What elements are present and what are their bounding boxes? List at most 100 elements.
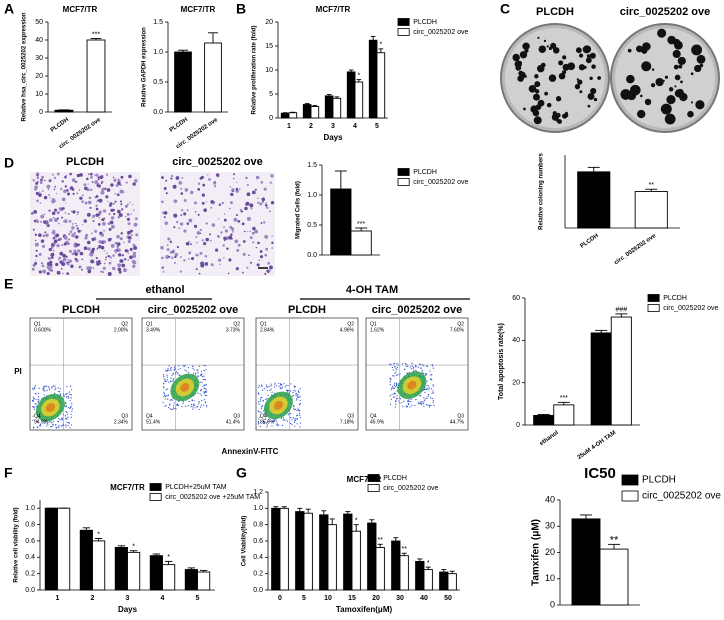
cell bbox=[129, 247, 133, 251]
y-tick-label: 0 bbox=[39, 109, 43, 116]
event bbox=[184, 369, 186, 371]
event bbox=[167, 394, 169, 396]
cell bbox=[180, 222, 184, 226]
cell bbox=[257, 197, 259, 200]
colony bbox=[548, 74, 557, 82]
event bbox=[432, 384, 434, 386]
x-tick-label: 40 bbox=[420, 595, 428, 602]
event bbox=[396, 397, 398, 400]
colony bbox=[593, 97, 598, 102]
quadrant-value: 4.96% bbox=[340, 327, 355, 333]
cell bbox=[204, 254, 208, 258]
event bbox=[67, 424, 69, 427]
event bbox=[266, 426, 268, 428]
event bbox=[203, 387, 205, 389]
event bbox=[401, 401, 403, 404]
event bbox=[282, 424, 284, 426]
cell bbox=[89, 206, 92, 209]
event bbox=[296, 398, 298, 400]
event bbox=[66, 386, 68, 388]
colony bbox=[590, 87, 597, 95]
event bbox=[54, 392, 56, 394]
event bbox=[407, 399, 409, 401]
colony bbox=[621, 89, 629, 97]
event bbox=[163, 375, 165, 378]
panel-label: C bbox=[500, 1, 510, 17]
cell bbox=[54, 185, 57, 188]
event bbox=[176, 372, 179, 374]
plot-title: circ_0025202 ove bbox=[148, 304, 239, 316]
cell bbox=[71, 233, 76, 238]
event bbox=[61, 417, 63, 420]
event bbox=[163, 394, 166, 396]
colony bbox=[552, 47, 560, 54]
cell bbox=[31, 212, 34, 215]
colony bbox=[695, 100, 705, 110]
cell bbox=[119, 189, 124, 194]
event bbox=[405, 365, 407, 367]
cell bbox=[170, 177, 173, 180]
cell bbox=[95, 204, 98, 208]
cell bbox=[57, 258, 60, 261]
colony bbox=[673, 64, 679, 70]
error-bar bbox=[164, 560, 173, 565]
event bbox=[51, 386, 53, 388]
cell bbox=[261, 201, 264, 203]
x-tick-label: 3 bbox=[126, 595, 130, 602]
event bbox=[411, 363, 413, 365]
event bbox=[411, 365, 414, 367]
cell bbox=[215, 248, 219, 252]
cell bbox=[61, 244, 64, 247]
event bbox=[294, 385, 296, 388]
cell bbox=[197, 182, 201, 185]
colony bbox=[627, 48, 632, 53]
event bbox=[203, 370, 205, 372]
cell bbox=[35, 219, 39, 222]
event bbox=[39, 423, 42, 426]
event bbox=[199, 393, 201, 395]
y-tick-label: 0.0 bbox=[253, 587, 263, 594]
colony bbox=[583, 65, 587, 69]
event bbox=[430, 404, 432, 407]
event bbox=[394, 386, 397, 388]
event bbox=[275, 418, 277, 421]
event bbox=[59, 391, 61, 393]
event bbox=[278, 385, 280, 387]
y-tick-label: 0.0 bbox=[307, 252, 317, 259]
y-axis-label: Relative cell viability (fold) bbox=[14, 507, 20, 582]
cell bbox=[257, 241, 260, 245]
cell bbox=[107, 200, 109, 202]
cell bbox=[60, 267, 63, 270]
cell bbox=[180, 256, 182, 258]
event bbox=[192, 365, 194, 368]
cell bbox=[132, 204, 134, 206]
event bbox=[430, 378, 432, 380]
event bbox=[166, 374, 168, 376]
colony bbox=[626, 74, 635, 84]
cell bbox=[233, 177, 235, 180]
cell bbox=[58, 207, 62, 210]
axis-label: AnnexinV-FITC bbox=[222, 447, 279, 456]
error-bar bbox=[401, 552, 407, 556]
cell bbox=[250, 261, 253, 264]
cell bbox=[180, 187, 183, 190]
event bbox=[49, 389, 51, 391]
event bbox=[198, 408, 200, 411]
bar bbox=[280, 112, 290, 119]
event bbox=[32, 405, 34, 408]
cell bbox=[195, 268, 198, 271]
cell bbox=[91, 217, 93, 219]
event bbox=[431, 392, 433, 394]
error-bar bbox=[305, 508, 311, 514]
event bbox=[64, 402, 67, 404]
cell bbox=[106, 173, 108, 176]
event bbox=[390, 398, 392, 400]
event bbox=[166, 388, 169, 390]
colony bbox=[664, 75, 669, 79]
significance: * bbox=[355, 518, 358, 525]
y-tick-label: 30 bbox=[35, 55, 43, 62]
cell bbox=[270, 201, 275, 205]
event bbox=[423, 365, 425, 367]
colony bbox=[694, 64, 702, 73]
event bbox=[287, 384, 289, 387]
